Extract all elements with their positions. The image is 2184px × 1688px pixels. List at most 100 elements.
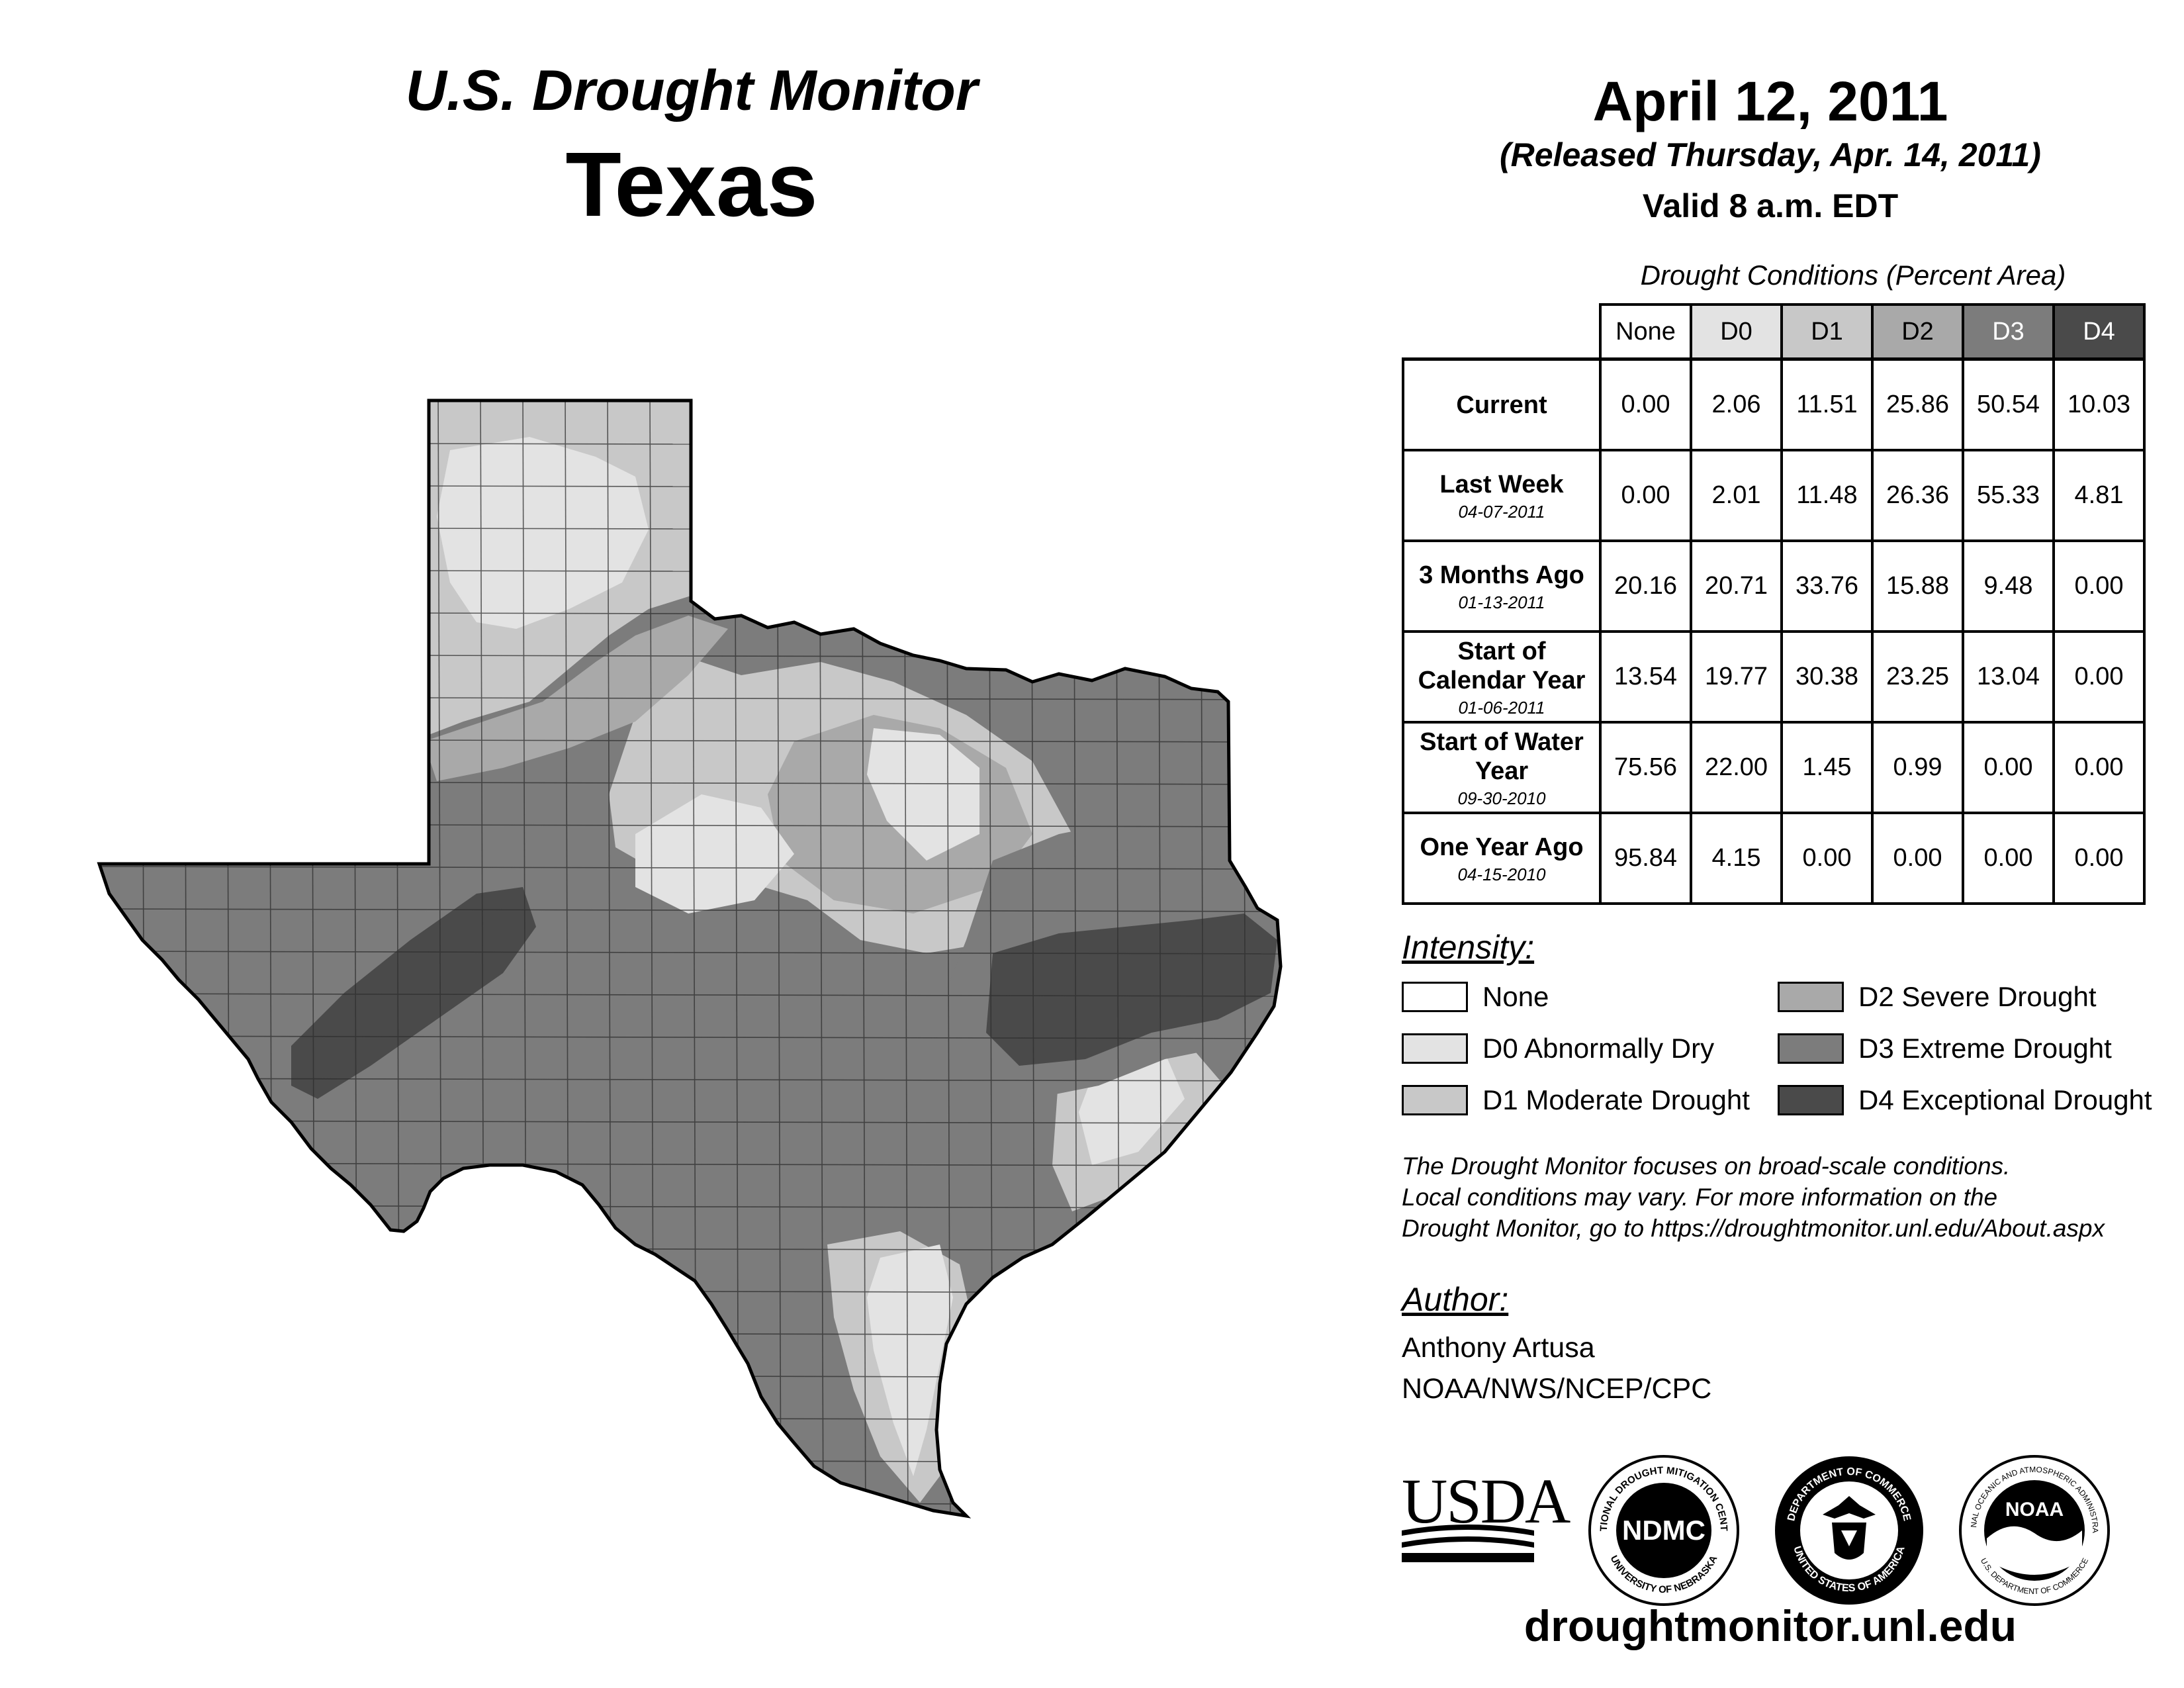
cell-d1: 1.45 [1780, 721, 1874, 814]
legend-label: D1 Moderate Drought [1482, 1084, 1750, 1115]
column-header-d2: D2 [1871, 303, 1964, 361]
legend-swatch [1402, 1033, 1468, 1064]
cell-d4: 0.00 [2052, 721, 2146, 814]
legend-label: D4 Exceptional Drought [1858, 1084, 2152, 1115]
noaa-bird-icon [1987, 1526, 2082, 1575]
cell-d2: 23.25 [1871, 630, 1964, 724]
author-org: NOAA/NWS/NCEP/CPC [1402, 1373, 1712, 1405]
cell-none: 75.56 [1599, 721, 1692, 814]
county-boundary-line [99, 485, 1281, 489]
cell-d0: 20.71 [1690, 539, 1783, 633]
ndmc-logo: NATIONAL DROUGHT MITIGATION CENTER UNIVE… [1587, 1454, 1739, 1606]
disclaimer-note: The Drought Monitor focuses on broad-sca… [1402, 1150, 2176, 1244]
eagle-icon [1823, 1496, 1876, 1519]
row-label-text: Current [1456, 391, 1547, 419]
county-boundary-line [99, 951, 1281, 955]
column-header-d4: D4 [2052, 303, 2146, 361]
row-label: 3 Months Ago 01-13-2011 [1402, 539, 1602, 633]
county-boundary-line [99, 1289, 1281, 1293]
cell-d1: 0.00 [1780, 812, 1874, 905]
row-date: 01-13-2011 [1458, 592, 1545, 612]
cell-none: 13.54 [1599, 630, 1692, 724]
cell-d3: 13.04 [1962, 630, 2055, 724]
cell-d0: 22.00 [1690, 721, 1783, 814]
legend-swatch [1402, 1085, 1468, 1115]
cell-d4: 4.81 [2052, 449, 2146, 542]
legend-swatch [1402, 982, 1468, 1012]
cell-d4: 0.00 [2052, 812, 2146, 905]
legend-item-none: None [1402, 978, 1549, 1015]
legend-item-d2: D2 Severe Drought [1778, 978, 2097, 1015]
usda-logo-fields-icon [1402, 1524, 1534, 1562]
note-line: Drought Monitor, go to https://droughtmo… [1402, 1215, 2105, 1242]
cell-d0: 2.01 [1690, 449, 1783, 542]
cell-d3: 50.54 [1962, 357, 2055, 451]
row-label: Current [1402, 357, 1602, 451]
county-boundary-line [1285, 391, 1289, 1536]
cell-d2: 15.88 [1871, 539, 1964, 633]
note-line: Local conditions may vary. For more info… [1402, 1184, 1998, 1211]
state-title: Texas [565, 134, 818, 236]
cell-d2: 25.86 [1871, 357, 1964, 451]
cell-d0: 19.77 [1690, 630, 1783, 724]
cell-d1: 11.48 [1780, 449, 1874, 542]
monitor-title: U.S. Drought Monitor [405, 59, 978, 122]
noaa-logo: NATIONAL OCEANIC AND ATMOSPHERIC ADMINIS… [1958, 1454, 2110, 1606]
row-date: 04-15-2010 [1457, 864, 1546, 884]
county-boundary-line [99, 1374, 1281, 1378]
cell-none: 0.00 [1599, 357, 1692, 451]
county-boundary-line [99, 400, 1281, 404]
cell-d1: 33.76 [1780, 539, 1874, 633]
table-row: Last Week 04-07-2011 0.00 2.01 11.48 26.3… [1402, 449, 2146, 542]
author-block: Anthony Artusa NOAA/NWS/NCEP/CPC [1402, 1327, 1711, 1409]
legend-swatch [1778, 1033, 1844, 1064]
county-boundary-line [99, 993, 1281, 997]
cell-d1: 11.51 [1780, 357, 1874, 451]
noaa-logo-text: NOAA [2005, 1499, 2064, 1521]
legend-item-d0: D0 Abnormally Dry [1402, 1030, 1714, 1067]
column-header-none: None [1599, 303, 1692, 361]
county-boundary-line [99, 866, 1281, 870]
cell-none: 20.16 [1599, 539, 1692, 633]
cell-d3: 55.33 [1962, 449, 2055, 542]
table-corner [1403, 305, 1602, 361]
row-label-text: Start of Water Year [1420, 727, 1584, 785]
legend-swatch [1778, 982, 1844, 1012]
column-header-d0: D0 [1690, 303, 1783, 361]
county-boundary-line [99, 1078, 1281, 1082]
row-label: One Year Ago 04-15-2010 [1402, 812, 1602, 905]
cell-d0: 4.15 [1690, 812, 1783, 905]
drought-conditions-table: None D0 D1 D2 D3 D4 Current 0.00 2.06 11… [1402, 303, 2146, 905]
county-boundary-line [99, 1120, 1281, 1124]
author-heading: Author: [1402, 1281, 1509, 1318]
county-boundary-line [99, 1035, 1281, 1039]
row-label: Start of Water Year 09-30-2010 [1402, 721, 1602, 814]
legend-label: D0 Abnormally Dry [1482, 1033, 1715, 1064]
cell-d3: 0.00 [1962, 721, 2055, 814]
table-row: 3 Months Ago 01-13-2011 20.16 20.71 33.76… [1402, 539, 2146, 633]
row-date: 01-06-2011 [1458, 697, 1545, 718]
row-label-text: Start of Calendar Year [1418, 637, 1586, 694]
footer-url[interactable]: droughtmonitor.unl.edu [1524, 1601, 2017, 1650]
table-row: Start of Water Year 09-30-2010 75.56 22.0… [1402, 721, 2146, 814]
county-boundary-line [99, 1417, 1281, 1421]
table-row: Start of Calendar Year 01-06-2011 13.54 1… [1402, 630, 2146, 724]
legend-item-d1: D1 Moderate Drought [1402, 1082, 1750, 1119]
cell-d2: 26.36 [1871, 449, 1964, 542]
table-title: Drought Conditions (Percent Area) [1640, 259, 2066, 291]
row-label: Last Week 04-07-2011 [1402, 449, 1602, 542]
legend-item-d4: D4 Exceptional Drought [1778, 1082, 2152, 1119]
cell-none: 0.00 [1599, 449, 1692, 542]
cell-d0: 2.06 [1690, 357, 1783, 451]
legend-item-d3: D3 Extreme Drought [1778, 1030, 2112, 1067]
county-boundary-line [99, 1501, 1281, 1505]
cell-d2: 0.00 [1871, 812, 1964, 905]
cell-d4: 10.03 [2052, 357, 2146, 451]
cell-d2: 0.99 [1871, 721, 1964, 814]
intensity-heading: Intensity: [1402, 929, 1535, 966]
cell-d3: 9.48 [1962, 539, 2055, 633]
cell-d1: 30.38 [1780, 630, 1874, 724]
cell-d4: 0.00 [2052, 630, 2146, 724]
release-date: (Released Thursday, Apr. 14, 2011) [1500, 136, 2041, 173]
county-boundary-line [99, 400, 104, 1516]
